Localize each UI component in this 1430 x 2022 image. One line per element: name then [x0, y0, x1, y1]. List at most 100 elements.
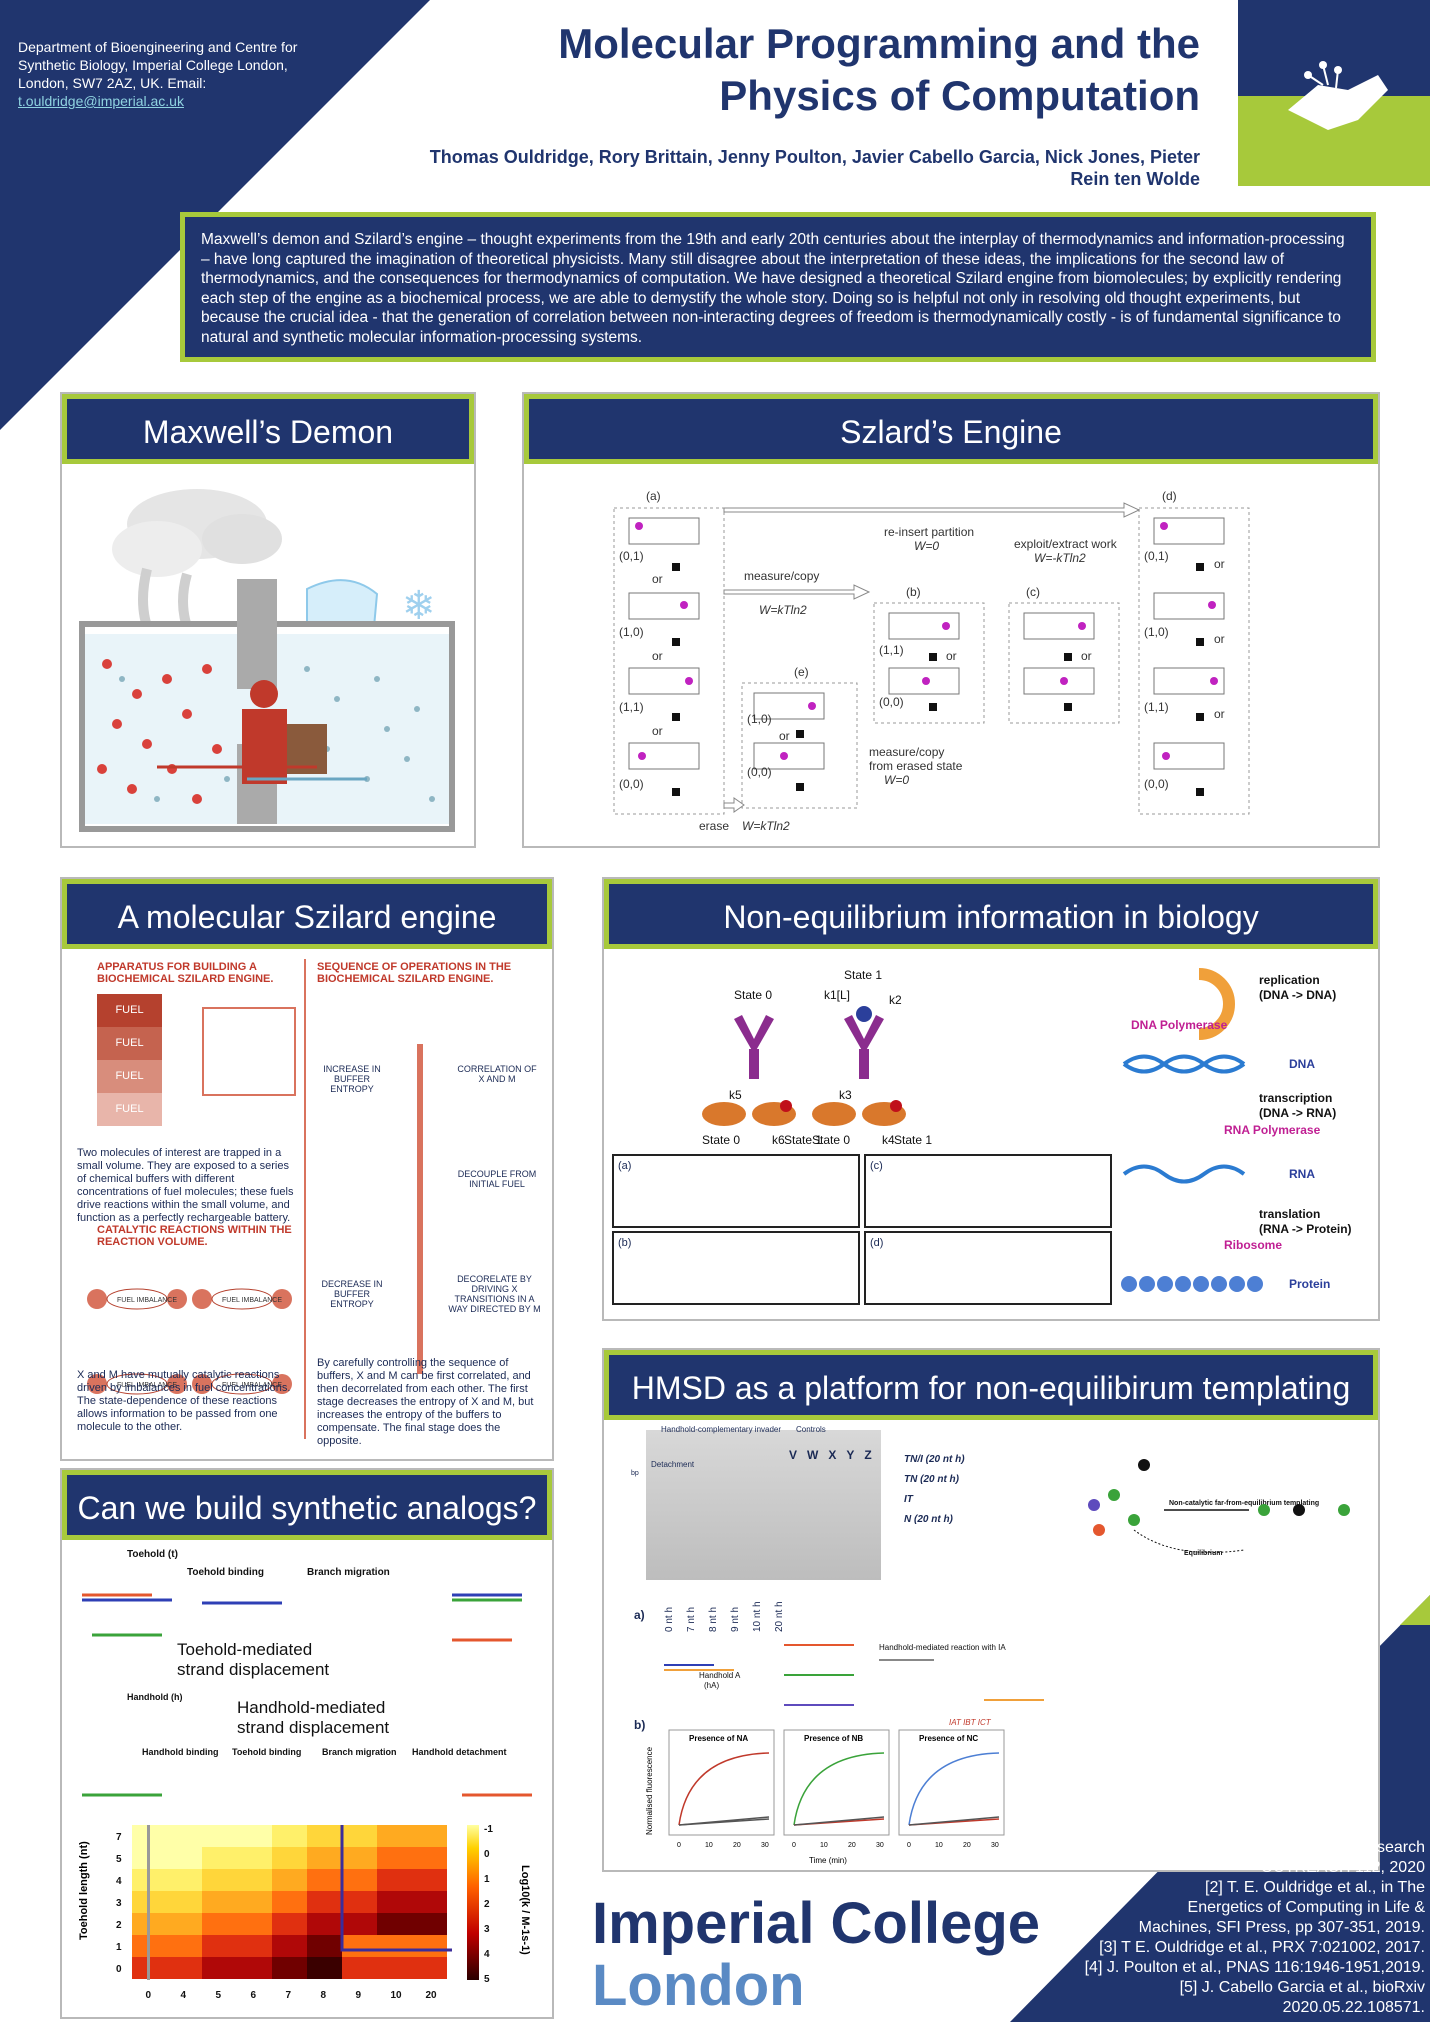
- heatmap-cell: [167, 1847, 202, 1869]
- svg-text:or: or: [1214, 557, 1225, 571]
- polymer-panel-c: (c): [864, 1154, 1112, 1228]
- szilard-label-b: (b): [906, 585, 921, 599]
- svg-text:or: or: [779, 729, 790, 743]
- heatmap-cell: [307, 1825, 342, 1847]
- heatmap-cell: [412, 1957, 447, 1979]
- heatmap-cbar-tick: 0: [484, 1849, 490, 1860]
- heatmap-cell: [237, 1957, 272, 1979]
- kinetics-curve: [793, 1816, 885, 1826]
- svg-text:❄: ❄: [402, 584, 436, 628]
- svg-text:k6: k6: [772, 1133, 785, 1147]
- catalytic-diagram: FUEL IMBALANCE FUEL IMBALANCE FUEL IMBAL…: [87, 1288, 292, 1395]
- heatmap-cell: [202, 1869, 237, 1891]
- svg-text:transcription: transcription: [1259, 1091, 1332, 1105]
- gel-lane-letter: X: [828, 1448, 847, 1462]
- heatmap-xtick: 8: [321, 1990, 327, 2001]
- kinetics-xtick: 30: [761, 1842, 769, 1849]
- maxwell-title: Maxwell’s Demon: [62, 394, 474, 464]
- kinetics-curve: [793, 1752, 885, 1826]
- svg-text:State 1: State 1: [894, 1133, 932, 1147]
- svg-text:FUEL IMBALANCE: FUEL IMBALANCE: [117, 1382, 177, 1389]
- heatmap-cell: [342, 1935, 377, 1957]
- svg-text:State 0: State 0: [734, 988, 772, 1002]
- svg-text:k1[L]: k1[L]: [824, 988, 850, 1002]
- svg-text:Branch migration: Branch migration: [322, 1747, 397, 1757]
- svg-text:Ribosome: Ribosome: [1224, 1238, 1282, 1252]
- kinetics-xtick: 20: [848, 1842, 856, 1849]
- heatmap-cbar-tick: 3: [484, 1924, 490, 1935]
- email-link[interactable]: t.ouldridge@imperial.ac.uk: [18, 93, 184, 109]
- szilard-label-c: (c): [1026, 585, 1040, 599]
- heatmap-cell: [307, 1935, 342, 1957]
- svg-text:(0,1): (0,1): [1144, 549, 1169, 563]
- maxwell-panel: Maxwell’s Demon ❄: [60, 392, 476, 848]
- svg-text:Toehold binding: Toehold binding: [232, 1747, 301, 1757]
- svg-text:Protein: Protein: [1289, 1277, 1330, 1291]
- polymer-panel-d: (d): [864, 1231, 1112, 1305]
- templating-schematic: Non-catalytic far-from-equilibrium templ…: [1088, 1459, 1350, 1557]
- heatmap-cell: [412, 1935, 447, 1957]
- heatmap-cell: [412, 1847, 447, 1869]
- svg-text:erase: erase: [699, 819, 729, 833]
- svg-text:DNA: DNA: [1289, 1057, 1315, 1071]
- heatmap-cell: [202, 1847, 237, 1869]
- heatmap-cell: [307, 1847, 342, 1869]
- reference-line: [4] J. Poulton et al., PNAS 116:1946-195…: [1084, 1959, 1425, 1976]
- reference-line: Energetics of Computing in Life &: [1187, 1899, 1425, 1916]
- svg-text:(0,1): (0,1): [619, 549, 644, 563]
- heatmap-ytick: 7: [116, 1832, 122, 1843]
- heatmap-cell: [237, 1913, 272, 1935]
- gel-lane-letters: VWXYZ: [789, 1448, 889, 1462]
- kinetics-xtick: 30: [991, 1842, 999, 1849]
- svg-text:or: or: [1214, 632, 1225, 646]
- svg-text:strand displacement: strand displacement: [237, 1718, 389, 1737]
- molecular-panel: A molecular Szilard engine APPARATUS FOR…: [60, 877, 554, 1461]
- synthetic-title: Can we build synthetic analogs?: [62, 1470, 552, 1540]
- heatmap-ytick: 1: [116, 1942, 122, 1953]
- svg-text:k2: k2: [889, 993, 902, 1007]
- svg-text:FUEL IMBALANCE: FUEL IMBALANCE: [222, 1382, 282, 1389]
- heatmap-cell: [202, 1825, 237, 1847]
- svg-text:Handhold-mediated: Handhold-mediated: [237, 1698, 385, 1717]
- heatmap-cell: [307, 1891, 342, 1913]
- heatmap-cell: [272, 1913, 307, 1935]
- heatmap-xtick: 5: [216, 1990, 222, 2001]
- svg-text:RNA Polymerase: RNA Polymerase: [1224, 1123, 1321, 1137]
- svg-text:or: or: [1214, 707, 1225, 721]
- heatmap-cell: [377, 1891, 412, 1913]
- apparatus-description: Two molecules of interest are trapped in…: [77, 1147, 294, 1224]
- kinetics-curve: [678, 1752, 770, 1826]
- svg-text:k4: k4: [882, 1133, 895, 1147]
- svg-text:Handhold A: Handhold A: [699, 1671, 741, 1680]
- heatmap-cbar-tick: 2: [484, 1899, 490, 1910]
- svg-text:Handhold (h): Handhold (h): [127, 1692, 183, 1702]
- kinetics-plots: Normalised fluorescence Presence of NA 0 1…: [645, 1729, 1005, 1865]
- heatmap-cell: [342, 1825, 377, 1847]
- molecular-divider: [304, 959, 306, 1439]
- svg-text:State 1: State 1: [784, 1133, 822, 1147]
- heatmap-cell: [342, 1869, 377, 1891]
- reference-line: [5] J. Cabello Garcia et al., bioRxiv: [1179, 1979, 1425, 1996]
- svg-text:or: or: [1081, 649, 1092, 663]
- heatmap-cell: [272, 1825, 307, 1847]
- heatmap-ylabel: Toehold length (nt): [78, 1841, 90, 1940]
- sequence-heading: SEQUENCE OF OPERATIONS IN THE BIOCHEMICA…: [317, 961, 512, 985]
- heatmap-cell: [272, 1935, 307, 1957]
- kinetics-xlabel: Time (min): [809, 1856, 847, 1865]
- kinetics-plot-title: Presence of NC: [919, 1734, 978, 1743]
- hmsd-label-a: a): [634, 1608, 645, 1622]
- imperial-logo: Imperial College London: [592, 1891, 1041, 2018]
- heatmap-cell: [377, 1869, 412, 1891]
- heatmap-cell: [412, 1825, 447, 1847]
- maxwell-demon-illustration: ❄: [79, 489, 455, 832]
- heatmap-cell: [412, 1869, 447, 1891]
- gel-image: Handhold-complementary invader Detachmen…: [631, 1425, 881, 1580]
- heatmap-cell: [307, 1869, 342, 1891]
- heatmap-cbar-label: Log10(k / M-1s-1): [519, 1865, 531, 1955]
- svg-text:exploit/extract work: exploit/extract work: [1014, 537, 1118, 551]
- gel-band-labels: TN/I (20 nt h) TN (20 nt h) IT N (20 nt …: [904, 1454, 965, 1525]
- heatmap-cell: [377, 1847, 412, 1869]
- heatmap-cell: [167, 1913, 202, 1935]
- svg-text:measure/copy: measure/copy: [869, 745, 944, 759]
- heatmap-ytick: 0: [116, 1964, 122, 1975]
